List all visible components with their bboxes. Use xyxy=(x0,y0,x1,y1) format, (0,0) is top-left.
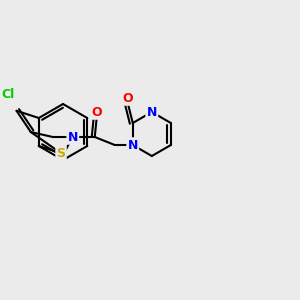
Text: S: S xyxy=(56,147,65,160)
Text: N: N xyxy=(68,130,78,143)
Text: O: O xyxy=(92,106,102,118)
Text: N: N xyxy=(147,106,157,118)
Text: N: N xyxy=(128,139,138,152)
Text: Cl: Cl xyxy=(1,88,14,101)
Text: O: O xyxy=(122,92,133,104)
